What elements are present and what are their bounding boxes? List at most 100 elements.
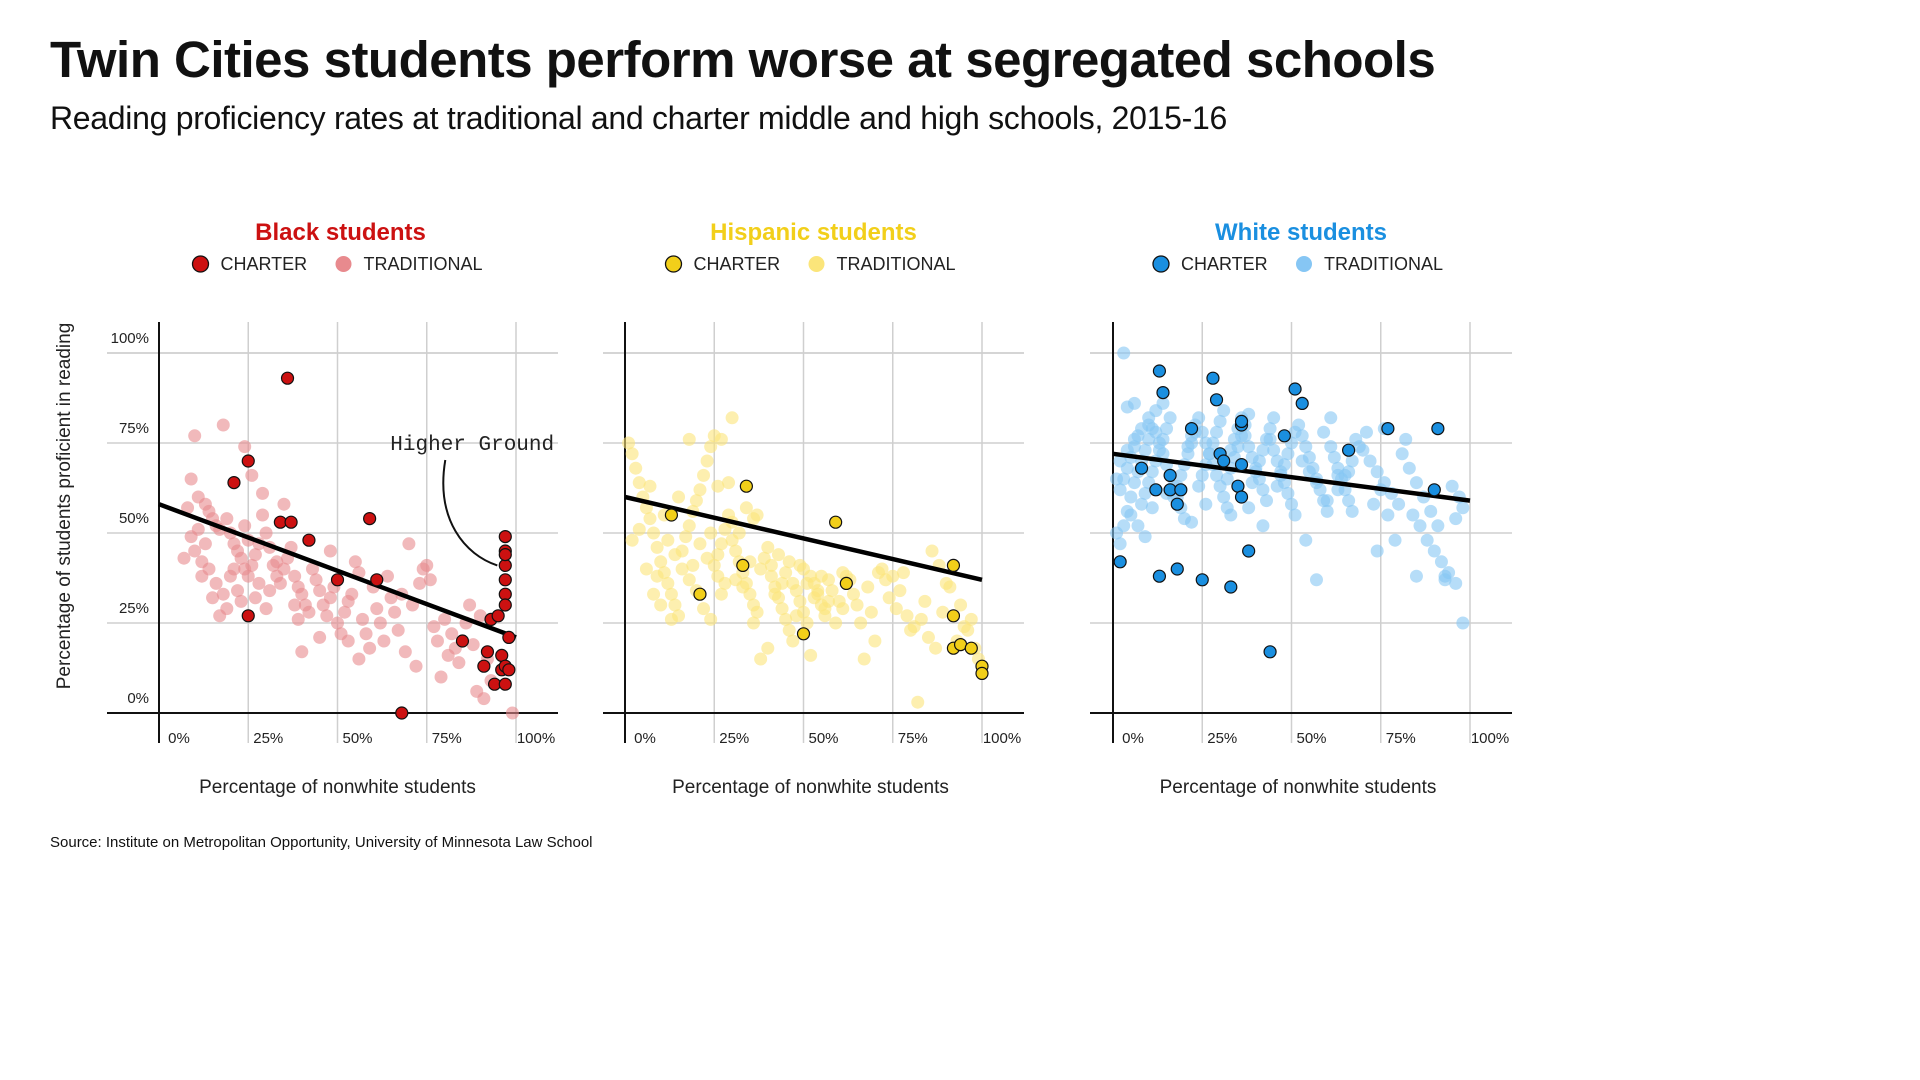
traditional-point: [1217, 490, 1231, 504]
y-tick-label: 100%: [111, 330, 149, 347]
charter-point: [498, 573, 512, 587]
y-axis-label: Percentage of students proficient in rea…: [54, 323, 75, 690]
charter-point: [502, 663, 516, 677]
traditional-point: [263, 584, 277, 598]
traditional-point: [1181, 447, 1195, 461]
charter-point: [1234, 414, 1249, 428]
traditional-point: [188, 544, 202, 558]
traditional-point: [1174, 468, 1188, 482]
traditional-point: [647, 587, 661, 601]
traditional-point: [804, 569, 818, 583]
traditional-point: [1242, 501, 1256, 515]
traditional-point: [864, 605, 878, 619]
traditional-point: [1427, 544, 1441, 558]
traditional-point: [1399, 432, 1413, 446]
traditional-point: [782, 555, 796, 569]
traditional-point: [786, 576, 800, 590]
charter-point: [241, 454, 255, 468]
traditional-point: [1135, 497, 1149, 511]
traditional-point: [1145, 501, 1159, 515]
legend-charter-marker: [664, 255, 683, 273]
traditional-point: [423, 573, 437, 587]
traditional-point: [1395, 447, 1409, 461]
traditional-point: [413, 576, 427, 590]
charter-point: [502, 630, 516, 645]
traditional-point: [1127, 432, 1141, 446]
traditional-point: [1138, 443, 1152, 457]
charter-point: [1206, 371, 1220, 385]
charter-point: [964, 641, 978, 655]
traditional-point: [245, 468, 259, 482]
traditional-point: [1113, 537, 1127, 551]
traditional-point: [900, 609, 914, 623]
traditional-point: [704, 526, 718, 540]
traditional-point: [1359, 425, 1373, 439]
traditional-point: [779, 612, 793, 626]
x-tick-label: 100%: [1471, 730, 1509, 747]
traditional-point: [829, 616, 843, 630]
x-tick-label: 0%: [168, 730, 190, 747]
x-tick-label: 50%: [342, 730, 372, 747]
traditional-point: [750, 605, 764, 619]
charter-point: [227, 476, 241, 490]
traditional-point: [1309, 573, 1323, 587]
traditional-point: [363, 641, 377, 655]
traditional-point: [1270, 479, 1284, 493]
traditional-point: [1113, 483, 1127, 497]
traditional-point: [654, 555, 668, 569]
traditional-point: [764, 558, 778, 572]
charter-point: [1224, 580, 1238, 594]
traditional-point: [1220, 472, 1234, 486]
traditional-point: [466, 638, 480, 652]
traditional-point: [929, 641, 943, 655]
traditional-point: [1345, 504, 1359, 518]
traditional-point: [1235, 429, 1249, 443]
traditional-point: [309, 573, 323, 587]
traditional-point: [1192, 479, 1206, 493]
charter-point: [829, 515, 843, 529]
charter-point: [498, 558, 512, 573]
traditional-point: [775, 602, 789, 616]
traditional-point: [184, 530, 198, 544]
charter-point: [1113, 555, 1127, 569]
traditional-point: [664, 612, 678, 626]
traditional-point: [768, 587, 782, 601]
x-axis-label: Percentage of nonwhite students: [199, 777, 476, 798]
panel-title: Hispanic students: [710, 219, 917, 246]
traditional-point: [818, 602, 832, 616]
charter-point: [1195, 573, 1209, 587]
charter-point: [241, 609, 255, 623]
traditional-point: [302, 605, 316, 619]
charter-point: [1431, 422, 1445, 436]
traditional-point: [259, 602, 273, 616]
traditional-point: [625, 533, 639, 547]
charter-point: [1163, 468, 1177, 482]
traditional-point: [882, 591, 896, 605]
traditional-point: [825, 584, 839, 598]
charter-point: [1342, 443, 1356, 457]
traditional-point: [1388, 533, 1402, 547]
traditional-point: [213, 609, 227, 623]
traditional-point: [664, 587, 678, 601]
traditional-point: [911, 695, 925, 709]
traditional-point: [216, 418, 230, 432]
traditional-point: [1409, 569, 1423, 583]
traditional-point: [241, 569, 255, 583]
y-tick-label: 25%: [119, 600, 149, 617]
traditional-point: [238, 440, 252, 454]
traditional-point: [650, 569, 664, 583]
traditional-point: [1138, 486, 1152, 500]
traditional-point: [675, 562, 689, 576]
charter-point: [1209, 393, 1224, 407]
traditional-point: [729, 544, 743, 558]
charter-point: [839, 576, 853, 591]
traditional-point: [234, 551, 248, 565]
traditional-point: [850, 598, 864, 612]
traditional-point: [477, 692, 491, 706]
traditional-point: [206, 591, 220, 605]
charter-point: [1277, 429, 1291, 443]
traditional-point: [1245, 476, 1259, 490]
x-tick-label: 0%: [634, 730, 656, 747]
x-tick-label: 75%: [432, 730, 462, 747]
traditional-point: [1124, 508, 1138, 522]
